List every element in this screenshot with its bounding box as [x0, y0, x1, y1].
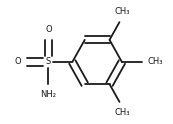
- Text: CH₃: CH₃: [114, 7, 130, 16]
- Text: O: O: [14, 58, 21, 66]
- Text: CH₃: CH₃: [148, 58, 163, 66]
- Text: NH₂: NH₂: [40, 90, 56, 99]
- Text: O: O: [45, 25, 52, 34]
- Text: CH₃: CH₃: [114, 108, 130, 117]
- Text: S: S: [46, 58, 51, 66]
